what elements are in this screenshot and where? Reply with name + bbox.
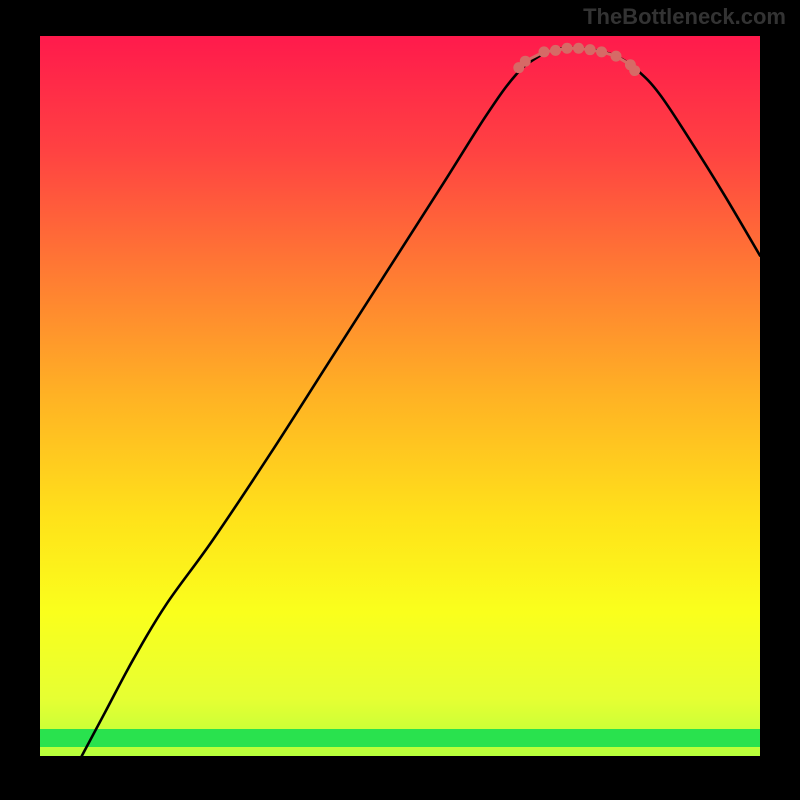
plot-area bbox=[40, 36, 760, 756]
watermark-text: TheBottleneck.com bbox=[583, 4, 786, 30]
main-curve bbox=[82, 48, 760, 756]
curve-layer bbox=[40, 36, 760, 756]
